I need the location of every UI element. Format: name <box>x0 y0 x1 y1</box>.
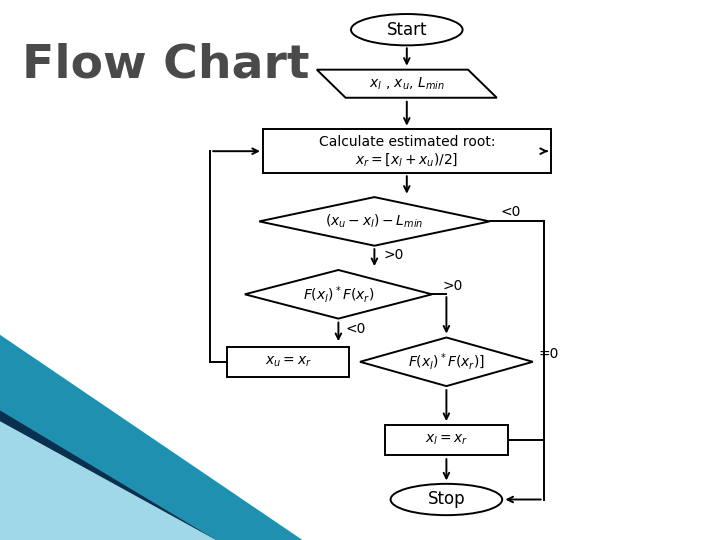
Text: >0: >0 <box>383 248 403 262</box>
Text: $x_l=x_r$: $x_l=x_r$ <box>425 433 468 447</box>
Text: <0: <0 <box>500 205 521 219</box>
Polygon shape <box>0 335 302 540</box>
Text: Stop: Stop <box>428 490 465 509</box>
FancyBboxPatch shape <box>263 129 551 173</box>
Text: <0: <0 <box>346 322 366 336</box>
Text: $F(x_l)^* F(x_r)]$: $F(x_l)^* F(x_r)]$ <box>408 352 485 372</box>
Text: $x_u=x_r$: $x_u=x_r$ <box>264 355 312 369</box>
Polygon shape <box>360 338 533 386</box>
Text: $(x_u - x_l) - L_{min}$: $(x_u - x_l) - L_{min}$ <box>325 213 423 230</box>
Polygon shape <box>317 70 497 98</box>
Polygon shape <box>0 421 230 540</box>
Polygon shape <box>0 410 216 540</box>
Ellipse shape <box>390 484 503 515</box>
Polygon shape <box>259 197 490 246</box>
Text: Start: Start <box>387 21 427 39</box>
Text: $x_l$ , $x_u$, $L_{min}$: $x_l$ , $x_u$, $L_{min}$ <box>369 76 445 92</box>
FancyBboxPatch shape <box>227 347 349 377</box>
Text: Calculate estimated root:
$x_r = [x_l+x_u)/2]$: Calculate estimated root: $x_r = [x_l+x_… <box>318 134 495 168</box>
Polygon shape <box>245 270 432 319</box>
Text: $F(x_l)^*F(x_r)$: $F(x_l)^*F(x_r)$ <box>302 284 374 305</box>
Text: >0: >0 <box>443 279 463 293</box>
Text: Flow Chart: Flow Chart <box>22 42 309 87</box>
FancyBboxPatch shape <box>385 426 508 455</box>
Text: =0: =0 <box>539 347 559 361</box>
Ellipse shape <box>351 14 462 45</box>
